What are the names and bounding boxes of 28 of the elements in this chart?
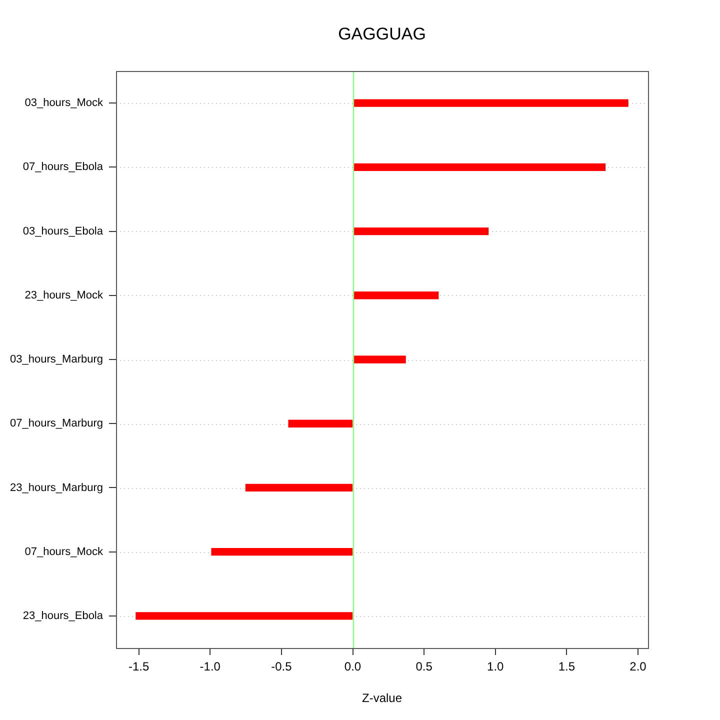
bar [352, 163, 606, 171]
bar [245, 484, 353, 492]
bar [288, 420, 353, 428]
y-tick-label: 03_hours_Marburg [10, 354, 103, 366]
bar [136, 612, 353, 620]
y-tick-label: 23_hours_Ebola [22, 610, 104, 622]
bar [352, 292, 439, 300]
x-tick-label: 0.5 [416, 660, 433, 674]
x-tick-label: -0.5 [271, 660, 292, 674]
x-tick-label: 1.5 [558, 660, 576, 674]
x-tick-label: 1.0 [487, 660, 504, 674]
x-axis-title: Z-value [362, 691, 402, 706]
x-tick-label: -1.5 [128, 660, 150, 674]
bar [352, 356, 406, 364]
y-tick-label: 03_hours_Ebola [22, 225, 104, 238]
y-tick-label: 23_hours_Marburg [10, 482, 103, 494]
bar [352, 99, 628, 107]
chart-title: GAGGUAG [338, 24, 426, 44]
x-tick-label: 2.0 [630, 660, 647, 674]
y-tick-label: 07_hours_Ebola [22, 161, 104, 174]
y-tick-label: 07_hours_Marburg [10, 418, 103, 430]
x-tick-label: 0.0 [344, 660, 362, 674]
x-tick-label: -1.0 [200, 660, 221, 674]
y-tick-label: 03_hours_Mock [24, 97, 104, 110]
y-tick-label: 23_hours_Mock [24, 289, 104, 302]
y-tick-label: 07_hours_Mock [24, 546, 104, 558]
bar [211, 548, 353, 556]
bar [352, 227, 489, 236]
